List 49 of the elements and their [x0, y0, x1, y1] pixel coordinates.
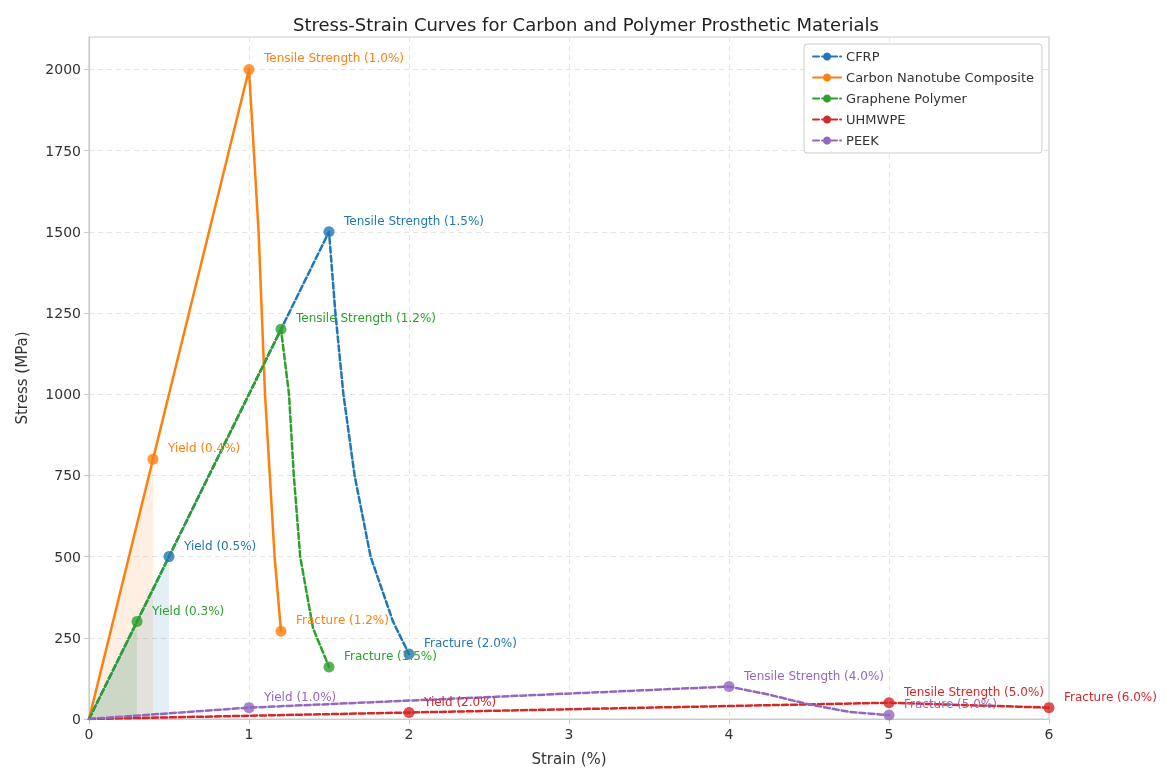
point: [275, 323, 287, 335]
x-tick-label: 4: [724, 726, 734, 742]
annotation: Yield (0.3%): [151, 603, 225, 618]
annotation: Fracture (1.2%): [296, 613, 389, 628]
y-tick-label: 500: [54, 548, 81, 565]
point: [131, 616, 143, 628]
point: [147, 453, 159, 465]
point: [883, 697, 895, 709]
y-tick-label: 0: [72, 711, 81, 727]
x-tick-label: 1: [244, 726, 254, 742]
point: [243, 63, 255, 75]
legend-label: Graphene Polymer: [846, 91, 968, 106]
y-tick-label: 1750: [45, 142, 81, 159]
annotation: Fracture (1.5%): [344, 649, 437, 664]
x-tick-label: 3: [564, 726, 574, 742]
y-tick-label: 750: [54, 467, 81, 484]
point: [1043, 702, 1055, 714]
annotation: Tensile Strength (1.0%): [263, 51, 404, 66]
point: [323, 661, 335, 673]
x-tick-label: 0: [84, 726, 94, 742]
chart-title: Stress-Strain Curves for Carbon and Polymer Prosthetic Materials: [293, 13, 879, 35]
y-tick-label: 2000: [45, 61, 81, 78]
legend-label: Carbon Nanotube Composite: [846, 70, 1035, 85]
annotation: Tensile Strength (5.0%): [903, 684, 1044, 699]
y-tick-label: 250: [54, 629, 81, 646]
legend-label: CFRP: [846, 49, 880, 64]
y-tick-label: 1500: [45, 223, 81, 240]
x-axis-title: Strain (%): [531, 749, 607, 768]
point: [243, 702, 255, 714]
annotation: Tensile Strength (1.5%): [343, 213, 484, 228]
point: [163, 551, 175, 563]
point: [883, 709, 895, 721]
annotation: Tensile Strength (4.0%): [743, 668, 884, 683]
legend-label: PEEK: [846, 133, 880, 148]
y-tick-label: 1000: [45, 386, 81, 403]
point: [323, 226, 335, 238]
x-tick-label: 6: [1044, 726, 1054, 742]
annotation: Yield (1.0%): [263, 689, 337, 704]
x-tick-label: 2: [404, 726, 414, 742]
legend-label: UHMWPE: [846, 112, 906, 127]
y-axis-title: Stress (MPa): [12, 331, 31, 425]
annotation: Fracture (2.0%): [424, 636, 517, 651]
x-tick-label: 5: [884, 726, 894, 742]
annotation: Fracture (6.0%): [1064, 689, 1157, 704]
point: [275, 625, 287, 637]
y-tick-label: 1250: [45, 305, 81, 322]
point: [403, 707, 415, 718]
point: [723, 681, 735, 693]
annotation: Yield (0.5%): [183, 538, 257, 553]
